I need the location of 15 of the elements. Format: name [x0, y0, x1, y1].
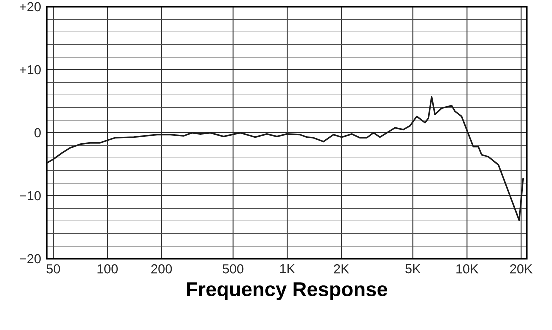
- x-tick-label: 10K: [456, 264, 479, 274]
- x-tick-label: 1K: [280, 264, 296, 274]
- x-axis-title: Frequency Response: [187, 282, 388, 301]
- y-tick-label: −20: [20, 254, 41, 264]
- x-tick-label: 500: [222, 264, 244, 274]
- x-tick-label: 20K: [510, 264, 533, 274]
- x-tick-label: 2K: [334, 264, 350, 274]
- x-tick-label: 5K: [406, 264, 421, 274]
- y-tick-label: +20: [20, 2, 41, 12]
- x-tick-label: 50: [46, 264, 60, 274]
- y-tick-label: +10: [20, 65, 41, 75]
- x-tick-label: 100: [98, 264, 118, 274]
- y-tick-label: −10: [20, 191, 41, 201]
- y-tick-label: 0: [34, 128, 41, 138]
- x-tick-label: 200: [152, 264, 172, 274]
